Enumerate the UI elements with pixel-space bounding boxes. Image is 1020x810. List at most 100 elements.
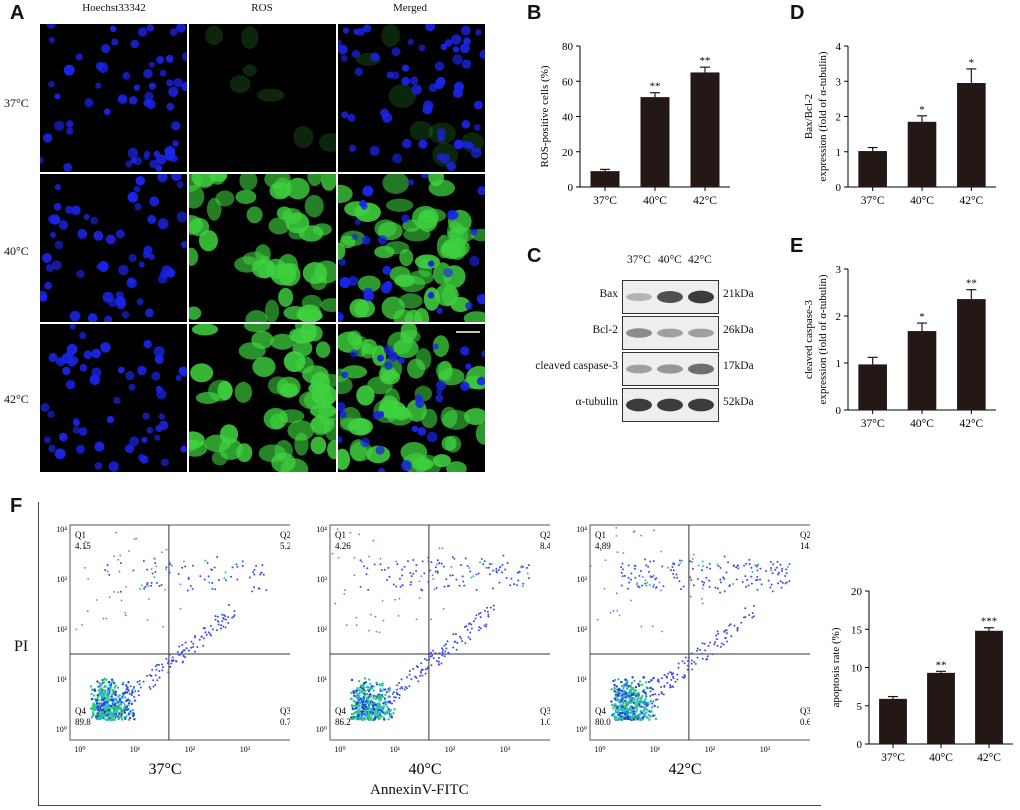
western-blot: Bax 21kDa Bcl-2 26kDa cleaved caspase-3 17kDa… — [520, 280, 770, 430]
quadrant-value: 4.26 — [335, 541, 351, 551]
significance-marker: *** — [981, 616, 998, 628]
y-tick-label: 80 — [562, 41, 574, 53]
significance-marker: * — [919, 104, 925, 116]
y-tick-label: 40 — [562, 112, 574, 124]
panel-letter-c: C — [527, 245, 542, 267]
x-tick-label: 42°C — [693, 195, 717, 207]
blot-strip — [622, 388, 719, 422]
y-tick-label: 5 — [857, 701, 863, 713]
quadrant-name: Q4 — [335, 706, 346, 716]
blot-lane-40: 40°C — [658, 254, 682, 266]
y-axis-label: apoptosis rate (%) — [830, 627, 842, 707]
quadrant-value: 4.89 — [595, 541, 611, 551]
bar — [879, 698, 907, 744]
bar — [590, 171, 620, 187]
flow-x-axis-label: AnnexinV-FITC — [370, 782, 469, 798]
y-axis-label: expression (fold of α-tubulin) — [817, 51, 829, 181]
quadrant-name: Q1 — [335, 530, 346, 540]
blot-band — [688, 398, 714, 412]
flow-plot-frame — [69, 524, 290, 741]
quadrant-value: 0.77 — [280, 717, 290, 727]
blot-band — [657, 398, 683, 412]
micrograph-ros-42 — [189, 324, 336, 472]
bar — [927, 672, 955, 744]
quadrant-value: 4.15 — [75, 541, 91, 551]
bar-chart-cleaved-caspase3: 0 1 2 3 37°C * 40°C ** 42°C cleaved caspase-3 expr… — [803, 264, 996, 430]
blot-protein-label: cleaved caspase-3 — [535, 360, 618, 372]
quadrant-name: Q3 — [540, 706, 550, 716]
quadrant-value: 8.45 — [540, 541, 550, 551]
blot-protein-label: Bcl-2 — [592, 324, 618, 336]
micrograph-hoechst-37 — [40, 24, 187, 172]
flow-y-tick-label: 10⁰ — [56, 725, 67, 734]
quadrant-name: Q4 — [75, 706, 86, 716]
blot-size-label: 17kDa — [723, 360, 754, 372]
significance-marker: ** — [700, 55, 711, 67]
flow-x-tick-label: 10¹ — [650, 745, 661, 754]
y-tick-label: 60 — [562, 76, 574, 88]
y-axis-label: expression (fold of α-tubulin) — [817, 274, 829, 404]
y-axis-label: Bax/Bcl-2 — [803, 94, 815, 139]
y-tick-label: 0 — [568, 182, 574, 194]
quadrant-name: Q2 — [800, 530, 810, 540]
y-tick-label: 0 — [836, 405, 842, 417]
flow-condition-label: 37°C — [148, 761, 181, 778]
quadrant-value: 1.08 — [540, 717, 550, 727]
flow-condition-label: 40°C — [408, 761, 441, 778]
flow-condition-label: 42°C — [668, 761, 701, 778]
flow-x-tick-label: 10² — [185, 745, 196, 754]
y-tick-label: 1 — [836, 358, 842, 370]
quadrant-value: 86.2 — [335, 717, 351, 727]
panel-letter-f: F — [10, 495, 23, 517]
bar-chart-apoptosis-rate: 0 5 10 15 20 37°C ** 40°C *** 42°C apoptosis rate … — [830, 586, 1013, 764]
bar — [907, 121, 937, 187]
panel-letter-d: D — [790, 2, 805, 24]
bar — [858, 364, 887, 410]
bar — [640, 97, 670, 187]
quadrant-name: Q2 — [280, 530, 290, 540]
y-tick-label: 2 — [836, 112, 842, 124]
flow-y-tick-label: 10³ — [577, 575, 588, 584]
flow-y-tick-label: 10¹ — [57, 675, 68, 684]
blot-size-label: 21kDa — [723, 288, 754, 300]
flow-frame — [38, 502, 821, 806]
x-tick-label: 37°C — [593, 195, 617, 207]
panel-letter-b: B — [527, 2, 542, 24]
flow-y-tick-label: 10⁴ — [56, 525, 67, 534]
quadrant-value: 5.23 — [280, 541, 290, 551]
quadrant-name: Q3 — [800, 706, 810, 716]
row-label-42: 42°C — [4, 392, 29, 406]
blot-size-label: 52kDa — [723, 396, 754, 408]
blot-lane-42: 42°C — [688, 254, 712, 266]
flow-x-tick-label: 10³ — [240, 745, 251, 754]
y-tick-label: 20 — [562, 147, 574, 159]
blot-strip — [622, 352, 719, 386]
flow-y-axis-label: PI — [14, 638, 29, 655]
micrograph-ros-40 — [189, 174, 336, 322]
bar — [957, 299, 986, 410]
flow-y-tick-label: 10¹ — [317, 675, 328, 684]
bar — [975, 630, 1003, 744]
flow-x-tick-label: 10¹ — [130, 745, 141, 754]
quadrant-name: Q1 — [75, 530, 86, 540]
row-label-40: 40°C — [4, 244, 29, 258]
y-tick-label: 15 — [851, 624, 863, 636]
significance-marker: ** — [650, 81, 661, 93]
blot-band — [657, 364, 683, 374]
flow-x-tick-label: 10² — [705, 745, 716, 754]
row-label-37: 37°C — [4, 96, 29, 110]
flow-y-tick-label: 10⁰ — [576, 725, 587, 734]
micrograph-hoechst-40 — [40, 174, 187, 322]
column-header-hoechst: Hoechst33342 — [82, 2, 146, 14]
x-tick-label: 42°C — [977, 752, 1001, 764]
quadrant-value: 80.0 — [595, 717, 611, 727]
y-tick-label: 0 — [836, 182, 842, 194]
blot-band — [626, 364, 652, 374]
microscopy-grid — [40, 24, 485, 472]
flow-x-tick-label: 10⁰ — [334, 745, 345, 754]
blot-lane-37: 37°C — [627, 254, 651, 266]
bar-chart-ros-positive: 0 20 40 60 80 37°C ** 40°C ** 42°C ROS-positive ce… — [539, 41, 730, 207]
blot-band — [688, 290, 714, 304]
column-header-ros: ROS — [251, 2, 273, 14]
y-tick-label: 10 — [851, 663, 863, 675]
